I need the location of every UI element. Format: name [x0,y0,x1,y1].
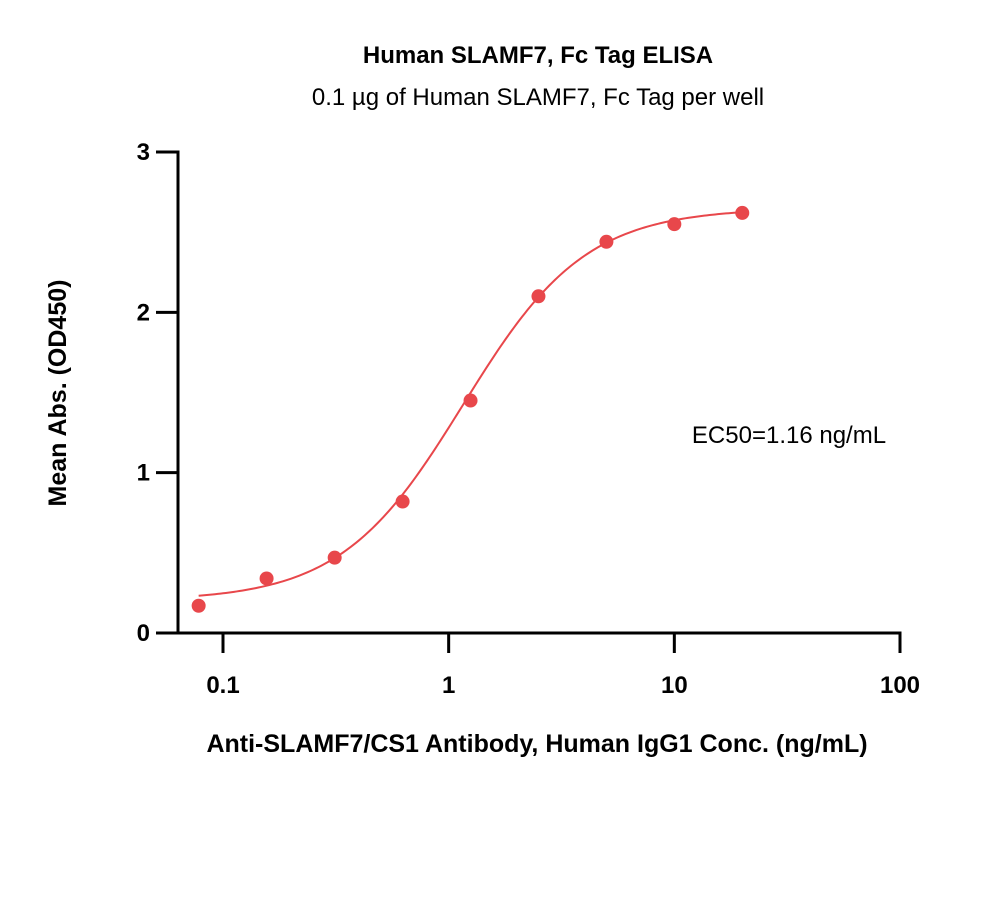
x-axis-label: Anti-SLAMF7/CS1 Antibody, Human IgG1 Con… [206,730,867,758]
chart-title: Human SLAMF7, Fc Tag ELISA [363,42,713,69]
y-tick-label: 2 [137,299,150,326]
y-tick-label: 1 [137,460,150,487]
fit-curve [198,211,743,597]
x-tick-label: 10 [661,672,688,699]
data-point [531,289,546,304]
data-point [667,217,682,232]
x-tick-label: 0.1 [206,672,239,699]
y-ticks: 0 1 2 3 [137,139,178,647]
data-point [463,393,478,408]
y-tick-label: 3 [137,139,150,166]
ec50-annotation: EC50=1.16 ng/mL [692,422,886,449]
data-point [327,550,342,565]
y-axis-label: Mean Abs. (OD450) [44,280,72,507]
x-tick-label: 1 [442,672,455,699]
chart-subtitle: 0.1 µg of Human SLAMF7, Fc Tag per well [312,84,764,111]
data-point [191,598,206,613]
data-points [191,205,750,613]
data-point [259,571,274,586]
data-point [395,494,410,509]
axes: 0 1 2 3 0.1 1 10 100 [137,139,920,699]
data-point [735,205,750,220]
x-ticks: 0.1 1 10 100 [206,633,920,699]
x-tick-label: 100 [880,672,920,699]
data-point [599,234,614,249]
y-tick-label: 0 [137,620,150,647]
